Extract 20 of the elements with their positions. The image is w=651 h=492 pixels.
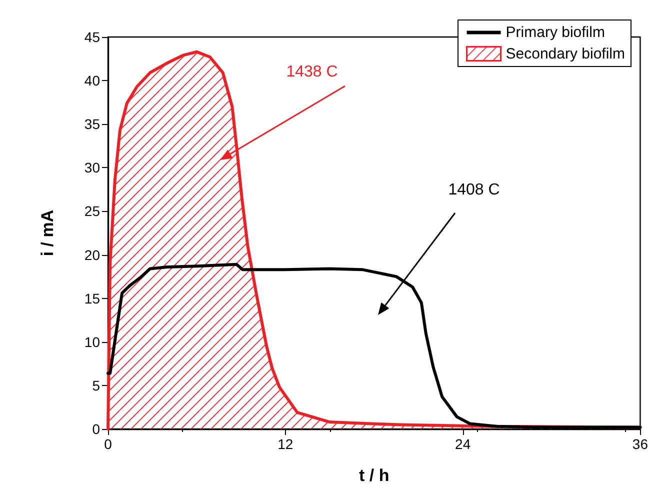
y-tick-label: 5 [92,377,100,394]
y-axis-title: i / mA [38,210,57,256]
annotation: 1408 C [448,182,500,198]
legend-label: Primary biofilm [506,24,605,41]
y-tick-label: 0 [92,421,100,437]
x-tick-label: 12 [278,436,294,452]
legend-label: Secondary biofilm [506,45,626,62]
y-tick-label: 20 [84,246,100,263]
y-tick-label: 45 [84,29,100,45]
x-tick-label: 0 [104,436,112,452]
x-tick-label: 36 [632,436,648,452]
y-tick-label: 35 [84,116,100,132]
x-axis-title: t / h [359,466,390,485]
y-tick-label: 15 [84,290,100,306]
y-tick-label: 10 [84,334,100,350]
y-tick-label: 25 [84,203,100,220]
x-tick-label: 24 [455,436,471,452]
annotation: 1438 C [286,64,338,80]
y-tick-label: 30 [84,160,100,176]
y-tick-label: 40 [84,72,100,89]
